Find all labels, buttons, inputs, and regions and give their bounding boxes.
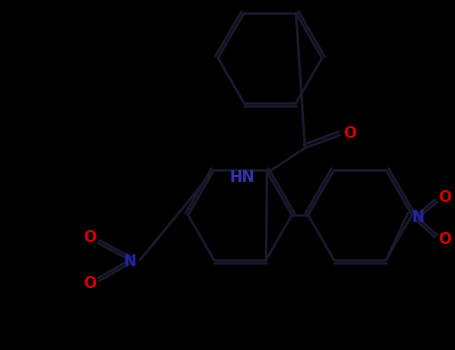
Text: O: O [84, 275, 96, 290]
Text: HN: HN [229, 170, 255, 186]
Text: O: O [84, 231, 96, 245]
Text: N: N [124, 254, 136, 270]
Text: N: N [412, 210, 425, 225]
Text: O: O [439, 232, 451, 247]
Text: O: O [343, 126, 356, 140]
Text: O: O [439, 189, 451, 204]
